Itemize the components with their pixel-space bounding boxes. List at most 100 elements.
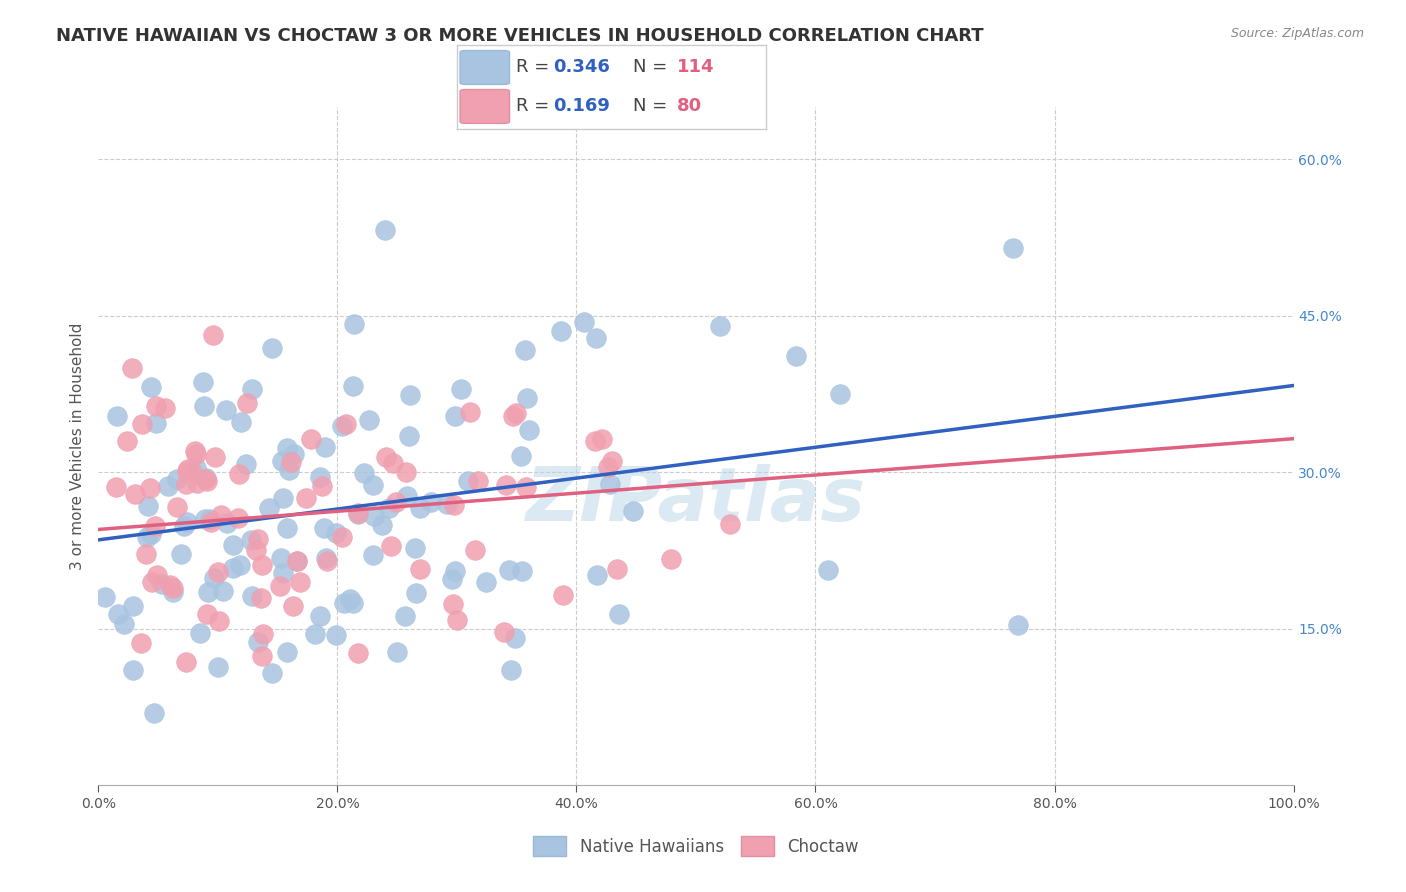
Y-axis label: 3 or more Vehicles in Household: 3 or more Vehicles in Household	[69, 322, 84, 570]
Point	[346, 646, 368, 660]
Point	[157, 479, 180, 493]
Point	[115, 434, 138, 448]
Point	[444, 409, 467, 423]
Point	[441, 597, 464, 611]
Point	[195, 607, 218, 622]
Point	[343, 317, 366, 331]
Point	[207, 660, 229, 674]
Point	[229, 558, 252, 572]
Point	[492, 625, 515, 640]
Point	[145, 416, 167, 430]
Point	[380, 539, 402, 553]
Point	[621, 503, 644, 517]
Point	[361, 549, 384, 563]
Point	[325, 628, 347, 642]
Point	[384, 495, 406, 509]
Point	[166, 472, 188, 486]
Point	[404, 541, 426, 555]
Point	[145, 399, 167, 413]
Point	[155, 401, 177, 415]
Point	[283, 447, 305, 461]
Point	[209, 508, 232, 523]
Point	[139, 526, 162, 541]
Point	[304, 627, 326, 641]
Point	[162, 581, 184, 595]
Point	[177, 461, 200, 475]
Point	[505, 631, 527, 645]
Point	[574, 314, 596, 328]
Point	[325, 526, 347, 541]
Point	[107, 607, 129, 621]
Point	[330, 530, 353, 544]
Point	[112, 617, 135, 632]
Point	[817, 563, 839, 577]
Point	[585, 568, 607, 582]
Point	[378, 500, 401, 515]
Point	[215, 516, 238, 530]
Point	[252, 627, 274, 641]
Point	[314, 520, 336, 534]
Point	[240, 533, 263, 547]
Point	[394, 609, 416, 624]
Text: N =: N =	[633, 97, 673, 115]
Point	[512, 564, 534, 578]
Point	[202, 571, 225, 585]
Point	[467, 474, 489, 488]
Point	[184, 461, 207, 475]
Point	[174, 477, 197, 491]
Point	[501, 663, 523, 677]
Text: Source: ZipAtlas.com: Source: ZipAtlas.com	[1230, 27, 1364, 40]
Point	[285, 554, 308, 568]
Point	[357, 413, 380, 427]
Point	[262, 341, 284, 355]
Point	[342, 378, 364, 392]
Point	[222, 561, 245, 575]
Point	[659, 552, 682, 566]
Point	[283, 599, 305, 613]
Point	[353, 466, 375, 480]
Point	[309, 470, 332, 484]
Point	[316, 554, 339, 568]
Point	[257, 500, 280, 515]
Point	[457, 475, 479, 489]
Point	[222, 537, 245, 551]
Point	[271, 454, 294, 468]
Point	[215, 403, 238, 417]
Point	[446, 613, 468, 627]
Point	[385, 645, 408, 659]
Point	[517, 423, 540, 437]
Point	[335, 417, 357, 431]
Point	[136, 499, 159, 513]
Point	[235, 457, 257, 471]
Point	[276, 521, 298, 535]
Point	[250, 558, 273, 573]
Point	[361, 478, 384, 492]
Point	[363, 508, 385, 523]
Point	[299, 432, 322, 446]
FancyBboxPatch shape	[460, 51, 509, 85]
Point	[176, 516, 198, 530]
Point	[398, 429, 420, 443]
Point	[226, 511, 249, 525]
Point	[600, 454, 623, 468]
Point	[129, 635, 152, 649]
Point	[249, 591, 271, 606]
Point	[308, 609, 330, 624]
Point	[502, 409, 524, 423]
Point	[194, 512, 217, 526]
Point	[201, 327, 224, 342]
Point	[250, 648, 273, 663]
Point	[311, 479, 333, 493]
Point	[269, 578, 291, 592]
Point	[135, 547, 157, 561]
Point	[1002, 241, 1025, 255]
Point	[246, 532, 269, 546]
Text: ZIPatlas: ZIPatlas	[526, 464, 866, 537]
Point	[139, 380, 162, 394]
Point	[314, 441, 336, 455]
Point	[193, 399, 215, 413]
Point	[240, 382, 263, 396]
Point	[143, 706, 166, 721]
Point	[208, 615, 231, 629]
Point	[591, 432, 613, 446]
